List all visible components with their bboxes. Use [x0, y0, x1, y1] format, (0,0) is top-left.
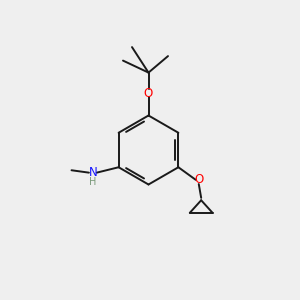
- Text: O: O: [144, 86, 153, 100]
- Text: H: H: [89, 177, 97, 187]
- Text: O: O: [194, 173, 203, 186]
- Text: N: N: [89, 166, 98, 179]
